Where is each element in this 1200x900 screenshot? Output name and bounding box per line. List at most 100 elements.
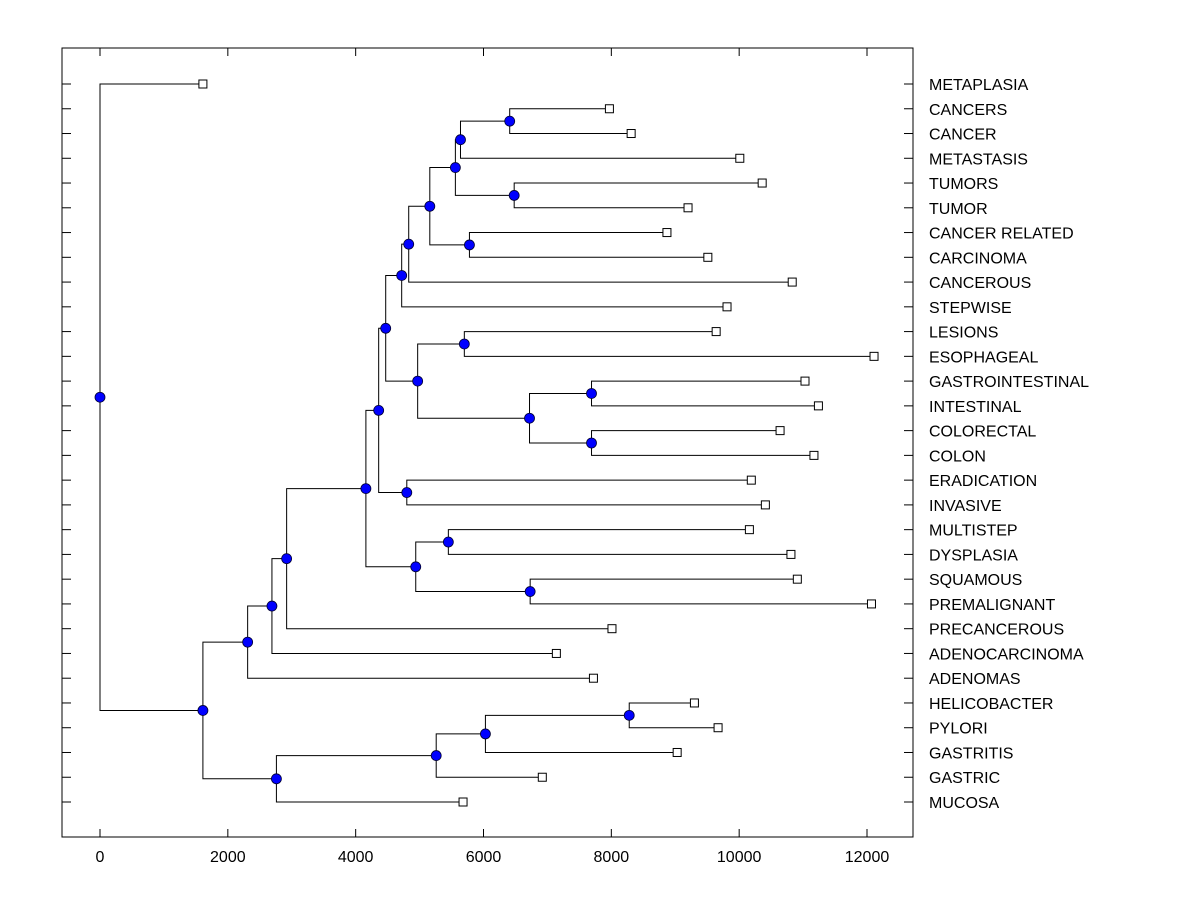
dendrogram-branch — [529, 392, 592, 419]
leaf-label: CANCER — [929, 127, 997, 144]
dendrogram-branch — [463, 343, 871, 357]
leaf-label: COLORECTAL — [929, 424, 1036, 441]
dendrogram-branch — [401, 275, 724, 308]
x-tick-label: 6000 — [466, 849, 502, 866]
leaf-marker — [800, 376, 810, 386]
leaf-marker — [722, 302, 732, 312]
leaf-label: GASTRIC — [929, 770, 1000, 787]
cluster-node-nA2 — [266, 600, 278, 612]
dendrogram-branch — [271, 606, 553, 654]
dendrogram-branch — [529, 578, 794, 592]
dendrogram-branch — [529, 591, 868, 605]
dendrogram-branch — [202, 641, 248, 711]
x-tick-label: 8000 — [594, 849, 630, 866]
x-tick-label: 12000 — [845, 849, 890, 866]
leaf-label: ERADICATION — [929, 473, 1037, 490]
dendrogram-branch — [509, 121, 628, 135]
cluster-node-nA3 — [281, 553, 293, 565]
dendrogram-branch — [378, 327, 386, 411]
cluster-node-nA4 — [360, 483, 372, 495]
dendrogram-branch — [435, 755, 539, 778]
cluster-node-root — [94, 391, 106, 403]
node-markers — [94, 115, 635, 785]
leaf-marker — [604, 104, 614, 114]
dendrogram-branch — [271, 558, 287, 607]
leaf-label: CANCEROUS — [929, 275, 1031, 292]
leaf-label: ADENOCARCINOMA — [929, 646, 1084, 663]
leaf-marker — [760, 500, 770, 510]
dendrogram-branch — [247, 642, 590, 679]
plot-frame — [61, 47, 914, 838]
dendrogram-branch — [459, 139, 736, 159]
leaf-label: GASTROINTESTINAL — [929, 374, 1089, 391]
leaf-label: SQUAMOUS — [929, 572, 1022, 589]
cluster-node-nU — [524, 586, 536, 597]
dendrogram-branch — [591, 393, 815, 407]
dendrogram-branch — [429, 167, 456, 207]
cluster-node-nF — [401, 487, 413, 498]
leaf-label: PRECANCEROUS — [929, 622, 1064, 639]
dendrogram-branch — [628, 715, 715, 729]
dendrogram-branch — [484, 733, 674, 753]
leaf-label: MULTISTEP — [929, 523, 1018, 540]
cluster-node-nR — [586, 388, 597, 399]
leaf-labels: METAPLASIA CANCERS CANCER METASTASIS TUMOR ST… — [929, 77, 1089, 812]
dendrogram-branch — [365, 409, 379, 489]
dendrogram-branch — [484, 714, 630, 734]
leaf-label: CARCINOMA — [929, 250, 1027, 267]
x-tick-label: 4000 — [338, 849, 374, 866]
x-tick-labels: 0 2000 4000 6000 8000 10000 12000 — [96, 849, 890, 866]
cluster-node-nK — [449, 162, 461, 173]
leaf-marker — [744, 525, 754, 535]
leaf-label: ADENOMAS — [929, 671, 1021, 688]
leaf-marker — [551, 648, 561, 658]
dendrogram-branch — [406, 492, 762, 506]
cluster-node-nQ — [524, 412, 535, 424]
leaf-marker — [662, 228, 672, 238]
cluster-node-n1 — [197, 705, 209, 716]
leaf-label: CANCERS — [929, 102, 1007, 119]
cluster-node-nH — [412, 375, 424, 387]
cluster-node-nV — [430, 750, 442, 761]
leaf-marker — [757, 178, 767, 188]
x-tick-label: 10000 — [717, 849, 762, 866]
dendrogram-branch — [275, 778, 460, 803]
dendrogram-branch — [459, 120, 510, 140]
leaf-marker — [607, 624, 617, 634]
dendrogram-branch — [591, 380, 802, 394]
dendrogram-branch — [591, 443, 810, 456]
cluster-node-nP — [458, 338, 470, 350]
dendrogram-branch — [286, 558, 608, 630]
leaf-label: STEPWISE — [929, 300, 1012, 317]
leaf-marker — [689, 698, 699, 708]
leaf-label: HELICOBACTER — [929, 696, 1053, 713]
leaf-marker — [735, 153, 745, 163]
dendrogram-branch — [463, 331, 713, 344]
dendrogram-branch — [447, 529, 746, 543]
leaf-label: METASTASIS — [929, 151, 1028, 168]
dendrogram-branch — [385, 328, 418, 382]
dendrogram-branch — [378, 410, 407, 494]
cluster-node-nG — [396, 270, 408, 281]
cluster-node-nC — [373, 405, 385, 416]
x-tick-label: 0 — [96, 849, 105, 866]
leaf-marker — [588, 673, 598, 683]
leaf-marker — [713, 723, 723, 733]
dendrogram-branch — [286, 488, 366, 559]
leaf-label: CANCER RELATED — [929, 226, 1074, 243]
dendrogram-branch — [99, 83, 199, 398]
leaf-label: DYSPLASIA — [929, 547, 1018, 564]
leaf-marker — [711, 327, 721, 337]
dendrogram-branch — [447, 542, 787, 555]
leaf-marker — [672, 747, 682, 757]
leaf-label: TUMOR — [929, 201, 988, 218]
leaf-label: PREMALIGNANT — [929, 597, 1055, 614]
dendrogram-branch — [417, 381, 530, 419]
cluster-node-nI — [403, 238, 415, 250]
leaf-marker — [198, 79, 208, 89]
leaf-label: METAPLASIA — [929, 77, 1029, 94]
cluster-node-nW — [480, 728, 491, 740]
leaf-marker — [537, 772, 547, 782]
x-tick-label: 2000 — [210, 849, 246, 866]
